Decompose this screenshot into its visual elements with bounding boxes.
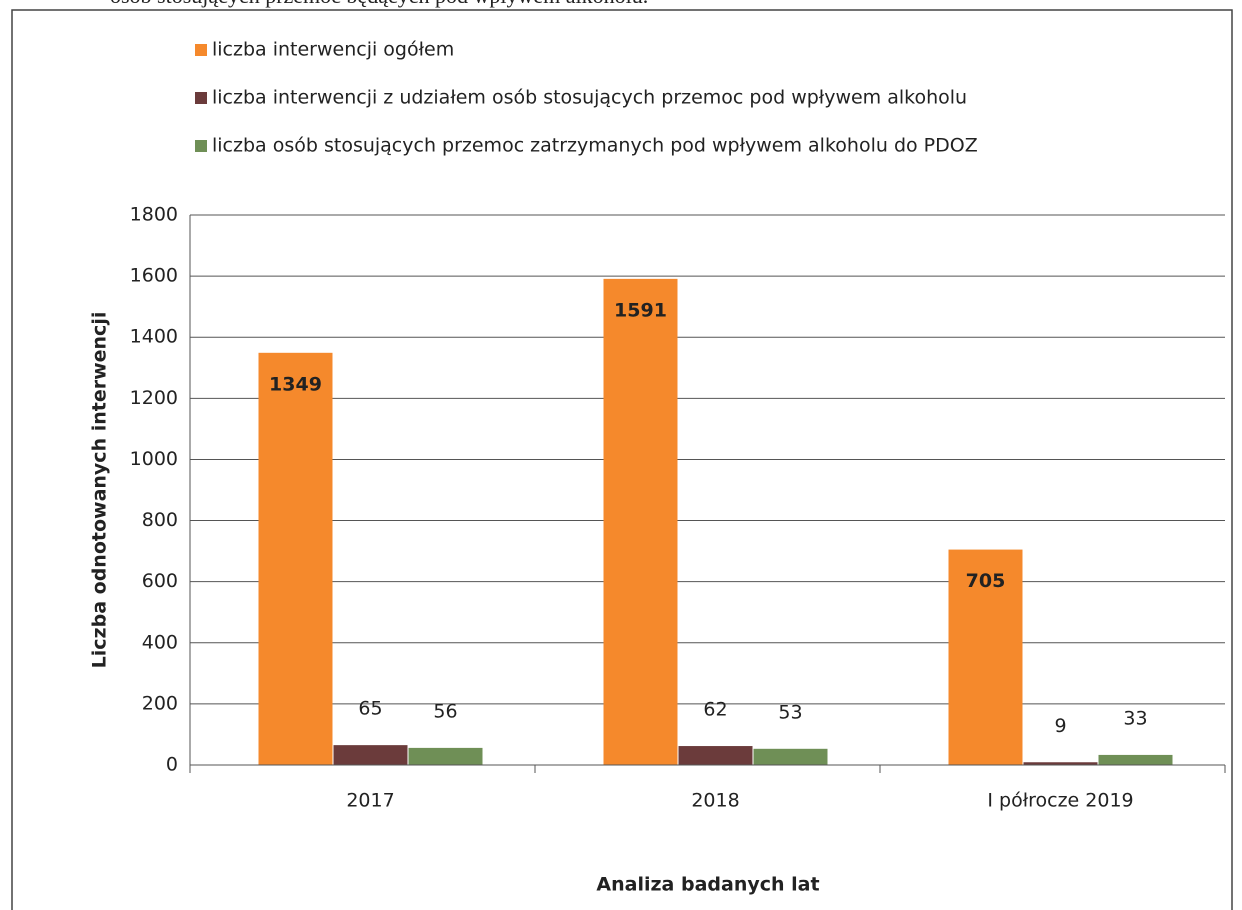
y-axis-title: Liczba odnotowanych interwencji (89, 312, 111, 669)
legend-label: liczba osób stosujących przemoc zatrzyma… (212, 135, 978, 157)
y-tick-label: 600 (142, 570, 178, 592)
y-tick-label: 1400 (130, 326, 178, 348)
legend-swatch (195, 140, 207, 152)
bar (603, 278, 678, 765)
bar (678, 746, 753, 765)
frame (11, 9, 1233, 910)
y-tick-label: 0 (166, 754, 178, 776)
x-axis-title: Analiza badanych lat (596, 874, 819, 896)
legend-label: liczba interwencji ogółem (212, 39, 454, 61)
value-label: 1591 (614, 299, 667, 321)
value-label: 705 (966, 570, 1006, 592)
value-label: 9 (1054, 715, 1066, 737)
y-tick-label: 400 (142, 631, 178, 653)
y-tick-label: 800 (142, 509, 178, 531)
y-tick-label: 1800 (130, 204, 178, 226)
legend-swatch (195, 44, 207, 56)
legend-swatch (195, 92, 207, 104)
value-label: 1349 (269, 373, 322, 395)
value-label: 33 (1123, 707, 1147, 729)
x-tick-label: I półrocze 2019 (987, 790, 1133, 812)
bar (1023, 762, 1098, 765)
bar (258, 352, 333, 765)
value-label: 65 (358, 698, 382, 720)
bar (333, 745, 408, 765)
y-tick-label: 1000 (130, 448, 178, 470)
x-tick-label: 2017 (346, 790, 394, 812)
bar (948, 549, 1023, 765)
y-tick-label: 200 (142, 692, 178, 714)
caption: osób stosujących przemoc będących pod wp… (110, 0, 648, 8)
value-label: 62 (703, 699, 727, 721)
value-label: 56 (433, 700, 457, 722)
value-label: 53 (778, 701, 802, 723)
legend-label: liczba interwencji z udziałem osób stosu… (212, 87, 967, 109)
y-tick-label: 1200 (130, 387, 178, 409)
x-tick-label: 2018 (691, 790, 739, 812)
y-tick-label: 1600 (130, 265, 178, 287)
bar (408, 747, 483, 765)
bar (753, 748, 828, 765)
bar (1098, 754, 1173, 765)
